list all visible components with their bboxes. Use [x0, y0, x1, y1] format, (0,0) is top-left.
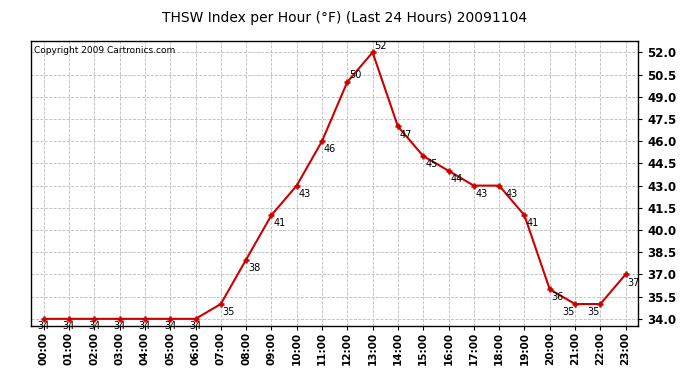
Text: 52: 52: [375, 41, 387, 51]
Text: 34: 34: [63, 321, 75, 331]
Text: 43: 43: [505, 189, 518, 199]
Text: 34: 34: [189, 321, 201, 331]
Text: 34: 34: [113, 321, 126, 331]
Text: 43: 43: [299, 189, 311, 199]
Text: 34: 34: [164, 321, 176, 331]
Text: 34: 34: [88, 321, 100, 331]
Text: 41: 41: [526, 218, 539, 228]
Text: 35: 35: [588, 307, 600, 317]
Text: THSW Index per Hour (°F) (Last 24 Hours) 20091104: THSW Index per Hour (°F) (Last 24 Hours)…: [162, 11, 528, 25]
Text: 37: 37: [628, 278, 640, 288]
Text: 45: 45: [425, 159, 437, 169]
Text: 36: 36: [552, 292, 564, 302]
Text: 43: 43: [476, 189, 488, 199]
Text: 35: 35: [222, 307, 235, 317]
Text: 50: 50: [349, 70, 362, 80]
Text: 38: 38: [248, 263, 260, 273]
Text: 44: 44: [451, 174, 463, 184]
Text: 46: 46: [324, 144, 336, 154]
Text: 35: 35: [562, 307, 575, 317]
Text: 41: 41: [273, 218, 286, 228]
Text: Copyright 2009 Cartronics.com: Copyright 2009 Cartronics.com: [34, 45, 175, 54]
Text: 47: 47: [400, 129, 413, 140]
Text: 34: 34: [37, 321, 50, 331]
Text: 34: 34: [139, 321, 151, 331]
